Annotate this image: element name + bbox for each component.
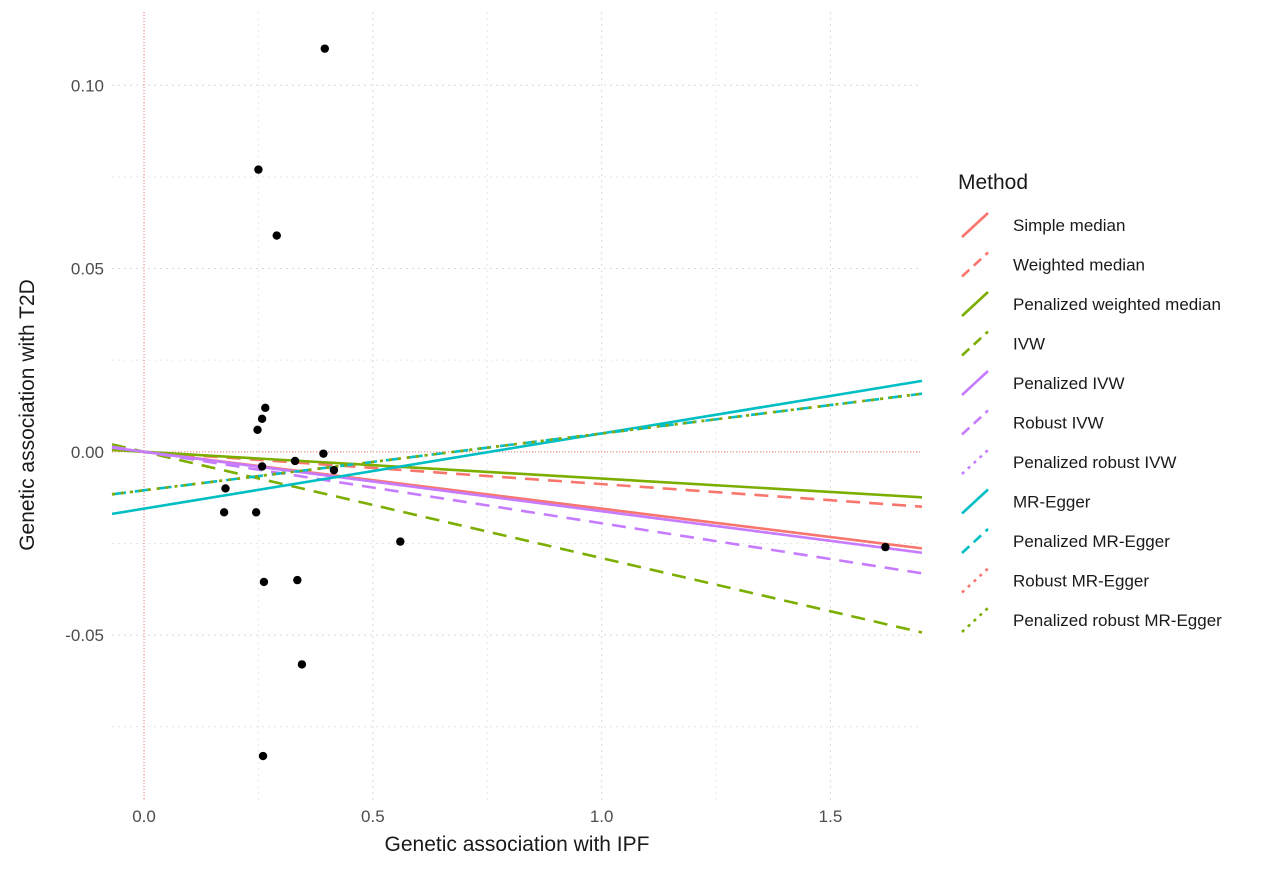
series-line-penalized-robust-ivw bbox=[111, 446, 923, 555]
legend-label: Penalized robust MR-Egger bbox=[1013, 611, 1222, 630]
legend-label: Robust IVW bbox=[1013, 414, 1104, 433]
legend-label: Penalized weighted median bbox=[1013, 295, 1221, 314]
legend-key bbox=[961, 567, 989, 594]
legend-item: Simple median bbox=[961, 212, 1125, 238]
legend-label: Penalized IVW bbox=[1013, 374, 1125, 393]
series-line-penalized-mr-egger bbox=[111, 392, 923, 496]
legend-key bbox=[961, 370, 989, 396]
legend-key bbox=[961, 488, 989, 515]
data-points bbox=[219, 44, 890, 761]
legend-item: MR-Egger bbox=[961, 488, 1091, 515]
legend-label: Simple median bbox=[1013, 216, 1125, 235]
data-point bbox=[257, 414, 267, 424]
legend-key bbox=[961, 528, 989, 554]
legend-key bbox=[961, 330, 989, 357]
legend-label: Robust MR-Egger bbox=[1013, 572, 1149, 591]
legend-item: Penalized weighted median bbox=[961, 291, 1221, 317]
legend-key bbox=[961, 291, 989, 317]
y-axis-ticks: -0.05 0.00 0.05 0.10 bbox=[65, 76, 104, 645]
legend-label: Penalized robust IVW bbox=[1013, 453, 1176, 472]
legend-label: Weighted median bbox=[1013, 256, 1145, 275]
data-point bbox=[881, 542, 890, 552]
legend-item: Penalized MR-Egger bbox=[961, 528, 1170, 554]
legend-key bbox=[961, 409, 989, 436]
x-tick-label: 0.0 bbox=[132, 807, 156, 826]
data-point bbox=[290, 456, 300, 466]
data-point bbox=[219, 508, 229, 517]
x-axis-ticks: 0.0 0.5 1.0 1.5 bbox=[132, 807, 842, 826]
series-line-penalized-robust-mr-egger bbox=[111, 392, 923, 496]
y-tick-label: -0.05 bbox=[65, 626, 104, 645]
legend-label: IVW bbox=[1013, 335, 1045, 354]
x-tick-label: 1.0 bbox=[590, 807, 614, 826]
data-point bbox=[272, 231, 281, 240]
data-point bbox=[254, 165, 263, 174]
reference-lines bbox=[112, 12, 922, 800]
data-point bbox=[261, 403, 270, 413]
y-tick-label: 0.05 bbox=[71, 260, 104, 279]
data-point bbox=[258, 751, 268, 761]
y-axis-title: Genetic association with T2D bbox=[16, 279, 39, 551]
data-point bbox=[293, 575, 302, 585]
data-point bbox=[319, 449, 328, 458]
series-line-mr-egger bbox=[111, 379, 923, 516]
legend-item: Penalized robust IVW bbox=[961, 449, 1176, 475]
legend-item: Robust MR-Egger bbox=[961, 567, 1149, 594]
series-line-robust-ivw bbox=[111, 445, 923, 575]
data-point bbox=[320, 44, 329, 53]
legend-item: IVW bbox=[961, 330, 1045, 357]
data-point bbox=[257, 462, 267, 471]
legend-title: Method bbox=[958, 171, 1028, 194]
data-point bbox=[396, 537, 405, 546]
data-point bbox=[221, 484, 230, 493]
data-point bbox=[253, 425, 262, 435]
legend-item: Penalized IVW bbox=[961, 370, 1125, 396]
legend-key bbox=[961, 212, 989, 238]
legend-key bbox=[961, 607, 989, 633]
legend: Method Simple median Weighted median Penal… bbox=[958, 171, 1222, 633]
y-tick-label: 0.10 bbox=[71, 76, 104, 95]
legend-item: Weighted median bbox=[961, 251, 1145, 278]
grid-layer bbox=[112, 12, 922, 800]
data-point bbox=[329, 465, 339, 475]
x-tick-label: 0.5 bbox=[361, 807, 385, 826]
series-lines bbox=[111, 379, 923, 634]
legend-key bbox=[961, 449, 989, 475]
legend-item: Penalized robust MR-Egger bbox=[961, 607, 1222, 633]
data-point bbox=[251, 508, 261, 517]
x-tick-label: 1.5 bbox=[819, 807, 843, 826]
legend-key bbox=[961, 251, 989, 278]
data-point bbox=[297, 660, 307, 669]
legend-label: MR-Egger bbox=[1013, 493, 1091, 512]
y-tick-label: 0.00 bbox=[71, 443, 104, 462]
legend-item: Robust IVW bbox=[961, 409, 1104, 436]
x-axis-title: Genetic association with IPF bbox=[385, 833, 650, 856]
legend-items: Simple median Weighted median Penalized we… bbox=[961, 212, 1222, 633]
data-point bbox=[259, 577, 269, 587]
series-line-weighted-median bbox=[111, 448, 923, 508]
series-line-penalized-weighted-median bbox=[111, 448, 923, 499]
legend-label: Penalized MR-Egger bbox=[1013, 532, 1170, 551]
series-line-ivw bbox=[111, 443, 923, 634]
